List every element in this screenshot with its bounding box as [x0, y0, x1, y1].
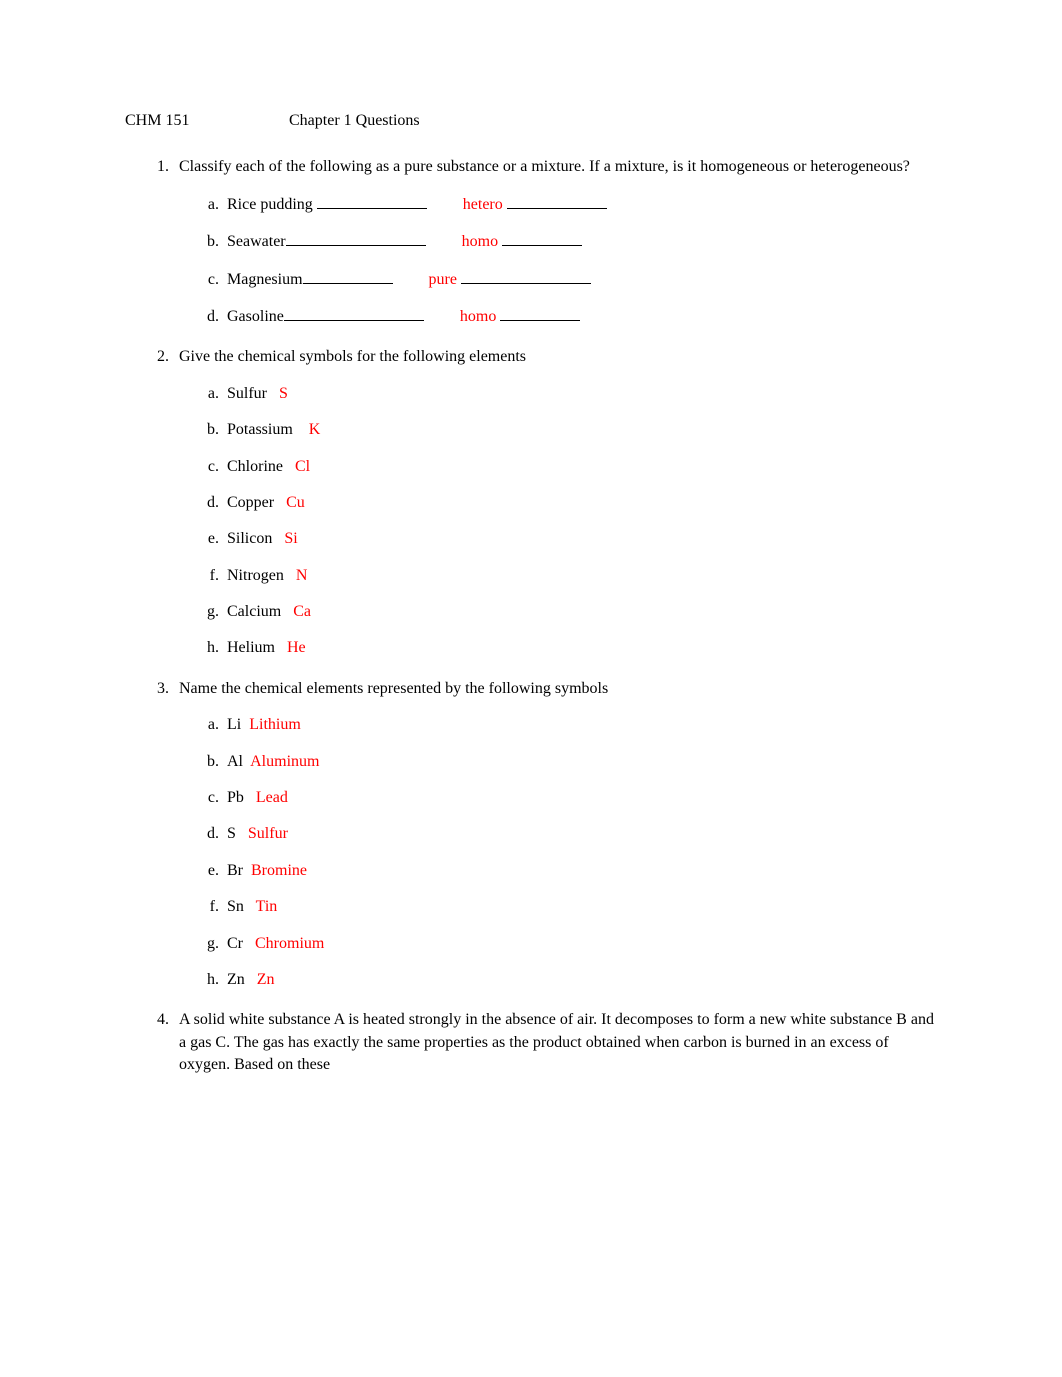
q2-item-e: Silicon Si [223, 528, 937, 550]
q1-c-answer: pure [429, 271, 457, 288]
blank-line [461, 268, 591, 284]
q3-d-answer: Sulfur [248, 825, 288, 842]
question-list: Classify each of the following as a pure… [125, 156, 937, 1076]
q3-item-b: Al Aluminum [223, 751, 937, 773]
q2-d-answer: Cu [286, 494, 305, 511]
q1-a-label: Rice pudding [227, 196, 313, 213]
q2-item-a: Sulfur S [223, 383, 937, 405]
q1-item-a: Rice pudding hetero [223, 193, 937, 216]
q2-a-answer: S [279, 385, 288, 402]
q3-prompt: Name the chemical elements represented b… [179, 678, 937, 700]
q3-h-label: Zn [227, 971, 245, 988]
q2-g-label: Calcium [227, 603, 281, 620]
q3-c-answer: Lead [256, 789, 288, 806]
q3-d-label: S [227, 825, 236, 842]
q3-c-label: Pb [227, 789, 244, 806]
q3-h-answer: Zn [257, 971, 275, 988]
question-1: Classify each of the following as a pure… [173, 156, 937, 328]
q1-prompt: Classify each of the following as a pure… [179, 156, 937, 178]
q2-item-b: Potassium K [223, 419, 937, 441]
blank-line [284, 305, 424, 321]
q1-items: Rice pudding hetero Seawater homo Magnes… [179, 193, 937, 329]
q2-item-h: Helium He [223, 637, 937, 659]
q3-item-f: Sn Tin [223, 896, 937, 918]
q2-f-label: Nitrogen [227, 567, 284, 584]
q3-f-answer: Tin [256, 898, 278, 915]
q2-d-label: Copper [227, 494, 274, 511]
q1-d-label: Gasoline [227, 308, 284, 325]
q2-item-g: Calcium Ca [223, 601, 937, 623]
q2-e-label: Silicon [227, 530, 272, 547]
blank-line [507, 193, 607, 209]
q2-h-answer: He [287, 639, 306, 656]
q3-e-label: Br [227, 862, 243, 879]
q3-a-label: Li [227, 716, 241, 733]
question-2: Give the chemical symbols for the follow… [173, 346, 937, 660]
q3-item-c: Pb Lead [223, 787, 937, 809]
q2-item-c: Chlorine Cl [223, 456, 937, 478]
document-header: CHM 151 Chapter 1 Questions [125, 110, 937, 132]
q3-item-h: Zn Zn [223, 969, 937, 991]
question-3: Name the chemical elements represented b… [173, 678, 937, 992]
q1-item-b: Seawater homo [223, 230, 937, 253]
q2-items: Sulfur S Potassium K Chlorine Cl Copper … [179, 383, 937, 660]
q1-item-c: Magnesium pure [223, 268, 937, 291]
q3-item-d: S Sulfur [223, 823, 937, 845]
q2-item-d: Copper Cu [223, 492, 937, 514]
q3-item-a: Li Lithium [223, 714, 937, 736]
q1-b-answer: homo [462, 233, 498, 250]
q3-b-answer: Aluminum [250, 753, 319, 770]
q1-b-label: Seawater [227, 233, 286, 250]
q2-c-answer: Cl [295, 458, 310, 475]
q3-g-label: Cr [227, 935, 243, 952]
blank-line [286, 230, 426, 246]
q1-c-label: Magnesium [227, 271, 303, 288]
q2-c-label: Chlorine [227, 458, 283, 475]
q3-g-answer: Chromium [255, 935, 324, 952]
q3-b-label: Al [227, 753, 243, 770]
document-title: Chapter 1 Questions [289, 112, 420, 129]
blank-line [500, 305, 580, 321]
q3-f-label: Sn [227, 898, 244, 915]
blank-line [317, 193, 427, 209]
question-4: A solid white substance A is heated stro… [173, 1009, 937, 1076]
q1-d-answer: homo [460, 308, 496, 325]
q2-f-answer: N [296, 567, 308, 584]
q2-e-answer: Si [284, 530, 297, 547]
q3-items: Li Lithium Al Aluminum Pb Lead S Sulfur … [179, 714, 937, 991]
q3-a-answer: Lithium [249, 716, 301, 733]
q4-prompt: A solid white substance A is heated stro… [179, 1009, 937, 1076]
blank-line [502, 230, 582, 246]
course-code: CHM 151 [125, 110, 285, 132]
blank-line [303, 268, 393, 284]
q2-b-label: Potassium [227, 421, 293, 438]
q3-item-e: Br Bromine [223, 860, 937, 882]
q2-b-answer: K [309, 421, 321, 438]
q1-item-d: Gasoline homo [223, 305, 937, 328]
q1-a-answer: hetero [463, 196, 503, 213]
q2-h-label: Helium [227, 639, 275, 656]
q2-item-f: Nitrogen N [223, 565, 937, 587]
q3-e-answer: Bromine [251, 862, 307, 879]
q3-item-g: Cr Chromium [223, 933, 937, 955]
q2-a-label: Sulfur [227, 385, 267, 402]
q2-prompt: Give the chemical symbols for the follow… [179, 346, 937, 368]
q2-g-answer: Ca [293, 603, 311, 620]
